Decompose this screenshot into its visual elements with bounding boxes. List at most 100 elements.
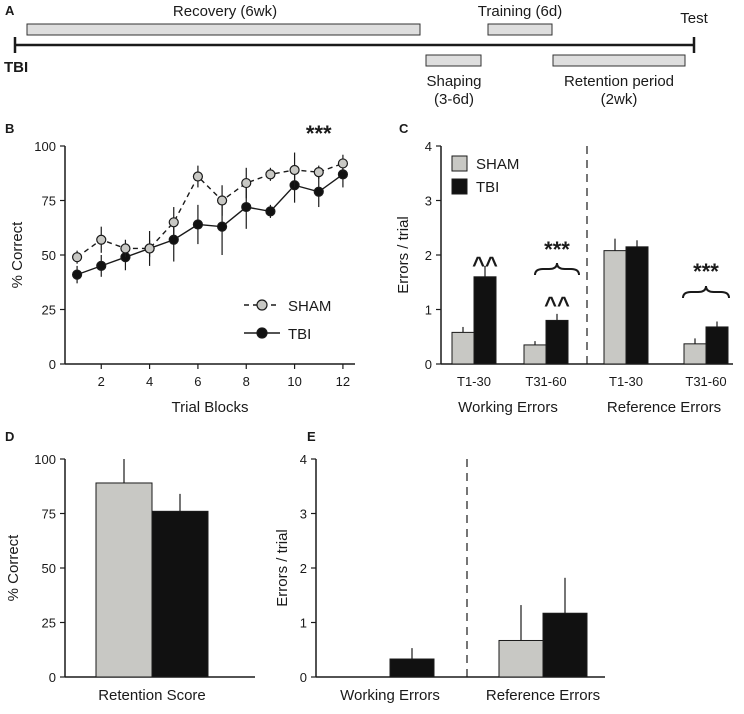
bar-chart-retention-score: 0 25 50 75 100 % Correct Retention Score [5, 452, 255, 704]
bar-chart-retention-errors: 0 1 2 3 4 Errors / trial Working Errors Referen… [274, 452, 605, 704]
sham-data-point [168, 217, 179, 228]
line-chart-percent-correct: 0 25 50 75 100 2 4 6 8 10 12 Trial Blocks % Correct *… [9, 121, 355, 416]
test-label: Test [680, 10, 708, 27]
x-axis-title: Trial Blocks [172, 399, 249, 416]
tbi-data-point [216, 221, 228, 232]
sham-data-point [241, 177, 252, 189]
tbi-data-point [96, 260, 107, 271]
tbi-bar [705, 326, 729, 365]
tbi-data-point [241, 201, 252, 213]
retention-bar [552, 54, 686, 67]
y-axis-title: % Correct [9, 221, 26, 289]
category-label: T31-60 [525, 374, 566, 389]
recovery-bar [26, 23, 421, 36]
timeline-panel: A Recovery (6wk) Training (6d) Test TBI … [4, 3, 709, 108]
x-tick-label: 10 [287, 374, 301, 389]
legend-tbi-label: TBI [288, 326, 311, 343]
tbi-data-point [313, 186, 324, 197]
x-tick-label: 8 [243, 374, 250, 389]
y-tick-label: 100 [34, 139, 56, 154]
sham-data-point [289, 164, 300, 176]
y-tick-label: 25 [42, 616, 56, 631]
sham-data-point [96, 234, 107, 245]
y-tick-label: 2 [300, 561, 307, 576]
y-tick-label: 0 [425, 357, 432, 372]
tbi-bar [473, 276, 497, 365]
tbi-bar [542, 612, 588, 678]
significance-marker: *** [306, 121, 332, 146]
sham-bar [603, 250, 627, 365]
sham-bar [498, 639, 544, 678]
tbi-bar [625, 246, 649, 365]
significance-brace [534, 262, 580, 276]
sham-data-point [216, 195, 228, 206]
legend-sham-marker [256, 299, 268, 311]
bar-chart-errors-per-trial: 0 1 2 3 4 Errors / trial T1-30 T31-60 T1-30 T31-6… [395, 139, 733, 416]
category-label: T1-30 [609, 374, 643, 389]
tbi-label: TBI [4, 59, 28, 76]
sham-data-point [192, 171, 204, 182]
training-label: Training (6d) [478, 3, 562, 20]
category-label: T31-60 [685, 374, 726, 389]
recovery-label: Recovery (6wk) [173, 3, 277, 20]
significance-marker: *** [544, 237, 570, 262]
y-tick-label: 50 [42, 248, 56, 263]
y-tick-label: 0 [49, 670, 56, 685]
y-tick-label: 75 [42, 507, 56, 522]
x-tick-label: 12 [336, 374, 350, 389]
sham-data-point [120, 243, 131, 254]
shaping-label-line1: Shaping [426, 73, 481, 90]
sham-bar [683, 343, 707, 365]
x-tick-label: 6 [194, 374, 201, 389]
legend-tbi-label: TBI [476, 179, 499, 196]
y-tick-label: 3 [425, 194, 432, 209]
legend-tbi-marker [256, 327, 268, 339]
y-axis-title: Errors / trial [274, 529, 291, 607]
tbi-data-point [265, 206, 276, 217]
tbi-bar [151, 510, 209, 678]
training-bar [487, 23, 553, 36]
tbi-bar [545, 319, 569, 365]
y-tick-label: 75 [42, 194, 56, 209]
x-tick-label: 2 [98, 374, 105, 389]
sham-bar [95, 482, 153, 678]
shaping-label-line2: (3-6d) [434, 91, 474, 108]
sham-data-point [71, 252, 83, 263]
retention-label-line1: Retention period [564, 73, 674, 90]
y-axis-title: % Correct [5, 534, 22, 602]
category-label: Working Errors [340, 687, 440, 704]
legend-sham-label: SHAM [288, 298, 331, 315]
y-tick-label: 25 [42, 303, 56, 318]
panel-letter-c: C [399, 121, 409, 136]
x-axis-title: Retention Score [98, 687, 206, 704]
panel-letter-a: A [5, 3, 15, 18]
y-axis-title: Errors / trial [395, 216, 412, 294]
panel-letter-b: B [5, 121, 14, 136]
y-tick-label: 100 [34, 452, 56, 467]
sham-bar [523, 344, 547, 365]
tbi-data-point [192, 219, 204, 230]
panel-letter-d: D [5, 429, 14, 444]
panel-letter-e: E [307, 429, 316, 444]
sham-data-point [313, 167, 324, 178]
sham-series-line [76, 162, 344, 258]
sham-data-point [265, 169, 276, 180]
tbi-bar [389, 658, 435, 678]
tbi-data-point [71, 269, 83, 280]
sham-data-point [337, 158, 349, 169]
significance-brace [682, 285, 730, 299]
y-tick-label: 0 [49, 357, 56, 372]
category-label: T1-30 [457, 374, 491, 389]
category-label: Reference Errors [486, 687, 600, 704]
x-tick-label: 4 [146, 374, 153, 389]
y-tick-label: 1 [425, 303, 432, 318]
legend-tbi-swatch [451, 178, 468, 195]
legend-sham-swatch [451, 155, 468, 172]
y-tick-label: 4 [425, 139, 432, 154]
caret-marker: ^^ [472, 252, 498, 277]
sham-data-point [144, 243, 155, 254]
legend-sham-label: SHAM [476, 156, 519, 173]
caret-marker: ^^ [544, 292, 570, 317]
sham-bar [451, 331, 475, 365]
